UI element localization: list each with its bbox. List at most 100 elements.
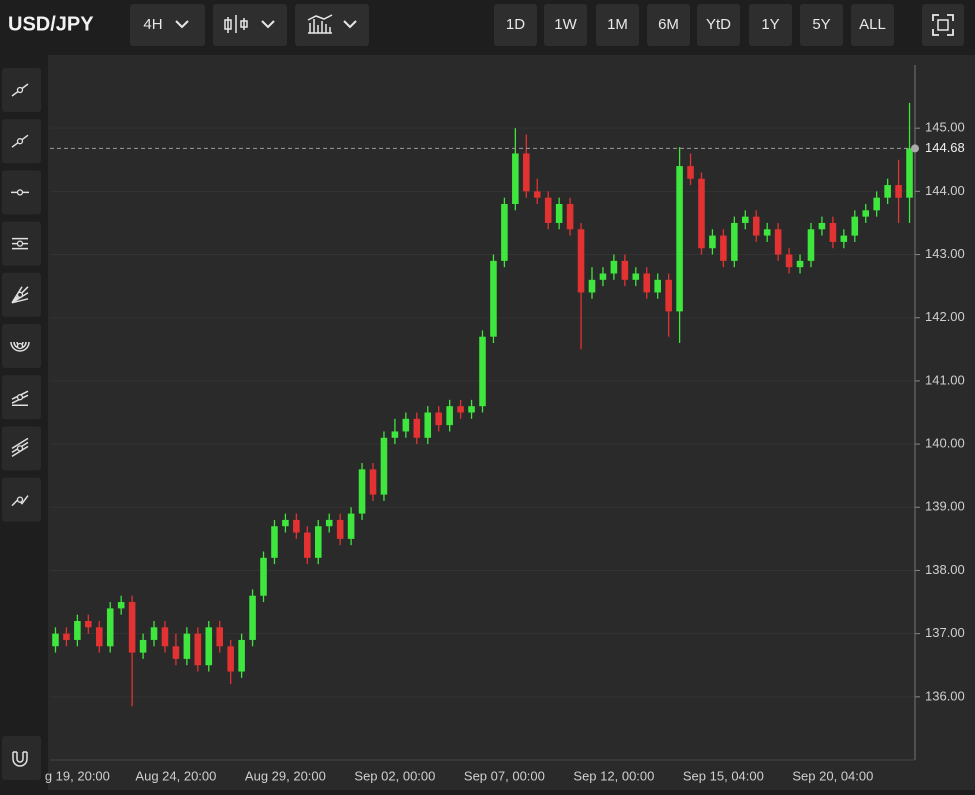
candle-body [117, 602, 125, 609]
y-tick-label: 137.00 [925, 625, 965, 640]
magnet-icon [12, 751, 28, 767]
last-price-bg [920, 139, 972, 158]
candle-body [785, 254, 793, 268]
candle-body [676, 166, 683, 312]
range-label: 1W [554, 16, 577, 33]
fullscreen-icon [937, 19, 949, 31]
interval: 4H [143, 16, 162, 33]
candle [731, 216, 738, 268]
candle [742, 210, 749, 230]
candle-body [687, 166, 694, 179]
tool-button[interactable] [2, 426, 41, 471]
range-button[interactable]: 1Y [749, 4, 792, 46]
candle-body [150, 627, 158, 640]
button-bg [922, 4, 964, 46]
button-bg [647, 4, 690, 46]
range-button[interactable]: ALL [851, 4, 894, 46]
candle [523, 134, 530, 198]
candle [282, 513, 289, 533]
candle [413, 412, 421, 445]
tool-button[interactable] [2, 272, 41, 317]
range-button[interactable]: 6M [647, 4, 690, 46]
candle [654, 273, 661, 299]
candle-body [314, 526, 322, 558]
candle [785, 248, 793, 274]
candle [304, 526, 311, 565]
candle [479, 330, 486, 413]
candle-body [161, 627, 169, 647]
candle [774, 222, 782, 261]
candle [325, 513, 333, 533]
candle-body [643, 273, 651, 293]
range-label: 1M [607, 16, 628, 33]
candle-body [577, 229, 585, 293]
candle [435, 406, 442, 432]
button-bg [295, 4, 369, 46]
last-price-dot [911, 144, 919, 153]
candle [161, 621, 169, 653]
candle [895, 159, 902, 223]
candle-body [52, 633, 59, 647]
price-chart: 136.00 137.00 138.00 139.00 140.00 141.00 142.… [45, 65, 972, 783]
x-tick-label: Sep 07, 00:00 [464, 768, 545, 783]
tool-button[interactable] [2, 170, 41, 215]
range-button[interactable]: 1D [494, 4, 537, 46]
candle-body [479, 336, 486, 407]
candle-body [632, 273, 640, 280]
magnet-button[interactable] [2, 736, 41, 780]
x-tick-label: Aug 29, 20:00 [245, 768, 326, 783]
candle-body [347, 513, 355, 539]
candle [577, 222, 585, 350]
tool-button[interactable] [2, 221, 41, 266]
x-tick-label: Sep 20, 04:00 [792, 768, 873, 783]
chart-type-button[interactable] [213, 4, 287, 46]
candle [555, 197, 563, 230]
candle-body [238, 639, 245, 672]
range-button[interactable]: 5Y [800, 4, 843, 46]
fullscreen-button[interactable] [922, 4, 964, 46]
candle-body [325, 519, 333, 527]
candle [665, 273, 672, 337]
range-button[interactable]: 1W [544, 4, 587, 46]
candle-body [512, 153, 519, 204]
tool-button[interactable] [2, 119, 41, 164]
candle [391, 418, 399, 445]
candle-body [74, 621, 81, 640]
tool-button[interactable] [2, 375, 41, 420]
tool-button[interactable] [2, 324, 41, 368]
tool-button[interactable] [2, 477, 41, 522]
candle [501, 197, 508, 268]
button-bg [749, 4, 792, 46]
candle [720, 229, 727, 268]
indicators-button[interactable] [295, 4, 369, 46]
y-tick-label: 140.00 [925, 436, 965, 451]
candle [106, 602, 114, 653]
candle-body [610, 260, 618, 274]
candle [74, 614, 81, 647]
tool-button[interactable] [2, 68, 41, 112]
candle [424, 406, 432, 445]
candle-body [709, 235, 716, 249]
candle-body [731, 222, 738, 261]
candle-body [829, 222, 837, 242]
x-tick-label: g 19, 20:00 [45, 768, 110, 783]
tool-dot [16, 394, 24, 401]
range-buttons: 1D 1W 1M 6M YtD 1Y 5Y ALL [494, 4, 894, 46]
candle-body [523, 153, 530, 192]
candle [906, 102, 913, 223]
candle [566, 197, 574, 236]
interval-button[interactable]: 4H [130, 4, 205, 46]
candle [544, 191, 552, 230]
range-button[interactable]: 1M [596, 4, 639, 46]
candle [95, 621, 103, 653]
candle [358, 463, 366, 520]
y-tick-label: 139.00 [925, 499, 965, 514]
candle [588, 267, 596, 299]
candle [402, 412, 410, 438]
candle [676, 147, 683, 343]
y-tick-label: 141.00 [925, 372, 965, 387]
candle-body [490, 260, 497, 337]
range-button[interactable]: YtD [697, 4, 740, 46]
candle [347, 507, 355, 546]
